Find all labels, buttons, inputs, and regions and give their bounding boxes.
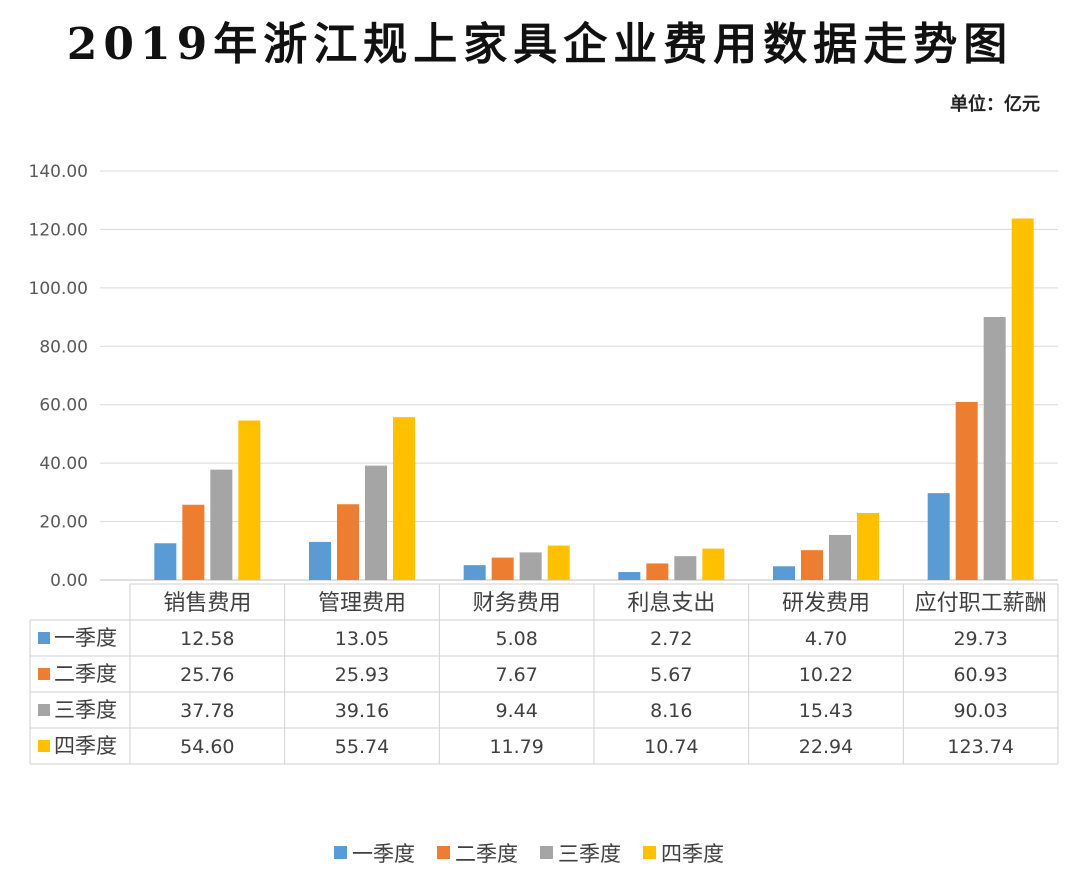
table-cell: 15.43 [799,700,853,722]
bar-3-2 [365,465,387,580]
table-cell: 11.79 [489,736,543,758]
table-cell: 9.44 [496,700,538,722]
table-cell: 90.03 [953,700,1007,722]
table-cell: 12.58 [180,628,234,650]
bar-4-6 [1011,218,1034,580]
legend-key [437,846,450,859]
legend-label: 三季度 [558,842,621,866]
bar-4-4 [702,548,725,580]
category-label: 研发费用 [782,591,870,616]
table-cell: 10.74 [644,736,698,758]
y-tick-label: 60.00 [39,396,88,416]
bar-2-5 [801,550,823,580]
table-row-label: 一季度 [54,626,117,650]
unit-label: 单位：亿元 [950,94,1040,115]
bar-2-4 [646,563,669,580]
bar-2-2 [337,504,359,580]
table-cell: 55.74 [335,736,389,758]
bar-3-4 [674,556,697,580]
table-cell: 8.16 [650,700,692,722]
legend-key [540,846,553,859]
category-label: 管理费用 [318,591,406,616]
bar-4-2 [393,417,415,580]
legend-label: 二季度 [455,842,518,866]
bar-3-1 [210,469,233,580]
bar-2-1 [182,504,205,580]
bar-1-5 [773,566,795,580]
bar-3-6 [983,316,1006,580]
category-label: 销售费用 [163,591,251,616]
table-cell: 22.94 [799,736,853,758]
bar-4-1 [238,420,261,580]
table-legend-key [38,668,50,680]
bar-2-3 [491,557,514,580]
table-cell: 5.67 [650,664,692,686]
chart-title: 2019年浙江规上家具企业费用数据走势图 [66,19,1014,70]
y-tick-label: 0.00 [50,571,88,591]
category-label: 财务费用 [473,591,561,616]
table-cell: 2.72 [650,628,692,650]
table-cell: 4.70 [805,628,847,650]
y-tick-label: 140.00 [29,162,88,182]
table-legend-key [38,632,50,644]
table-row-label: 二季度 [54,662,117,686]
bar-1-4 [618,572,641,580]
bar-1-3 [463,565,486,580]
table-cell: 5.08 [496,628,538,650]
bar-1-6 [927,493,950,580]
y-tick-label: 120.00 [29,220,88,240]
table-cell: 7.67 [496,664,538,686]
table-cell: 25.93 [335,664,389,686]
y-tick-label: 80.00 [39,337,88,357]
table-row-label: 三季度 [54,698,117,722]
table-legend-key [38,740,50,752]
table-cell: 37.78 [180,700,234,722]
table-cell: 60.93 [953,664,1007,686]
bar-1-2 [309,541,331,580]
y-tick-label: 40.00 [39,454,88,474]
table-legend-key [38,704,50,716]
legend-label: 一季度 [352,842,415,866]
table-cell: 29.73 [953,628,1007,650]
y-tick-label: 20.00 [39,513,88,533]
bar-2-6 [955,401,978,580]
bar-4-5 [857,512,879,580]
bar-1-1 [154,543,177,580]
table-cell: 25.76 [180,664,234,686]
table-cell: 123.74 [947,736,1013,758]
bar-3-5 [829,534,851,580]
table-cell: 10.22 [799,664,853,686]
bar-3-3 [519,552,542,580]
y-tick-label: 100.00 [29,279,88,299]
legend-key [643,846,656,859]
table-row-label: 四季度 [54,734,117,758]
table-cell: 54.60 [180,736,234,758]
table-cell: 13.05 [335,628,389,650]
legend-key [334,846,347,859]
bar-4-3 [547,545,570,580]
category-label: 利息支出 [627,591,715,616]
legend-label: 四季度 [661,842,724,866]
category-label: 应付职工薪酬 [915,591,1047,616]
table-cell: 39.16 [335,700,389,722]
